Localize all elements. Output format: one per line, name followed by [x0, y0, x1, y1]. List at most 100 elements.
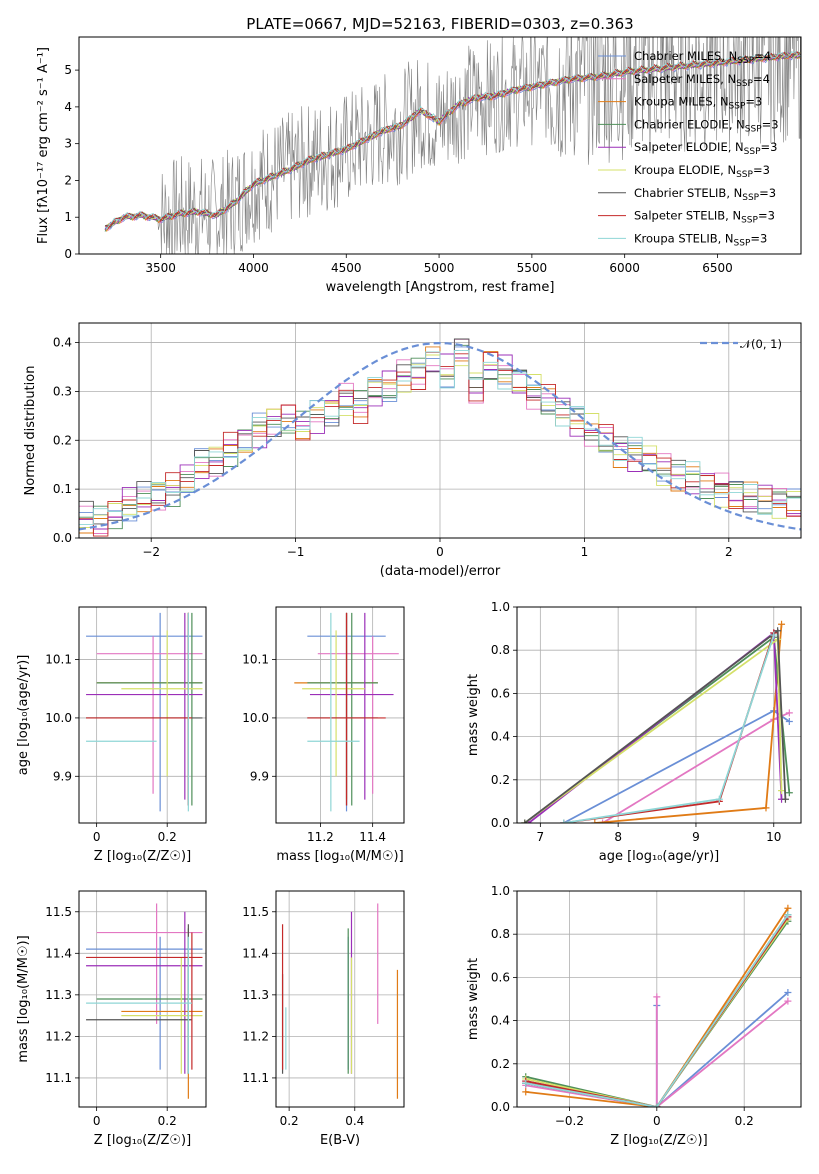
- weight-marker: [781, 795, 789, 803]
- y-axis-label: Normed distribution: [23, 366, 38, 496]
- axes-frame: [78, 606, 207, 824]
- y-tick-label: 11.3: [242, 988, 269, 1002]
- weight-marker: [653, 1103, 661, 1107]
- weight-marker: [784, 997, 792, 1005]
- weight-marker: [778, 620, 786, 628]
- weight-marker: [599, 819, 607, 823]
- axes-frame: [516, 606, 802, 824]
- y-tick-label: 5: [64, 63, 72, 77]
- weight-line: [563, 634, 775, 823]
- x-tick-label: 0.2: [158, 830, 177, 844]
- figure-title: PLATE=0667, MJD=52163, FIBERID=0303, z=0…: [246, 15, 633, 33]
- model-spectrum: [104, 51, 801, 229]
- x-axis-label: age [log₁₀(age/yr)]: [599, 849, 720, 864]
- legend-entry: Salpeter MILES, NSSP=4: [634, 72, 770, 89]
- weight-line: [525, 914, 789, 1107]
- x-tick-label: 11.2: [307, 830, 334, 844]
- plot-area-age-vs-mass: [294, 612, 399, 812]
- panel-spectrum: 3500 4000 4500 5000 5500 6000 6500 0 1 2 3 4 5 wavele…: [36, 36, 802, 295]
- x-tick-label: 3500: [145, 261, 176, 275]
- legend-entry: 𝒩(0, 1): [740, 337, 782, 351]
- x-tick-label: 0.2: [158, 1114, 177, 1128]
- axes-frame: [516, 890, 802, 1108]
- weight-marker: [715, 795, 723, 803]
- axes-frame: [78, 890, 207, 1108]
- y-tick-label: 0.0: [53, 531, 72, 545]
- weight-marker: [591, 819, 599, 823]
- y-tick-label: 0.1: [53, 482, 72, 496]
- x-axis-label: Z [log₁₀(Z/Z☉)]: [94, 849, 191, 864]
- legend-entry: Salpeter ELODIE, NSSP=3: [634, 140, 777, 157]
- y-axis-label: mass [log₁₀(M/M☉)]: [16, 935, 31, 1062]
- x-tick-label: 7: [537, 830, 545, 844]
- weight-marker: [778, 787, 786, 795]
- y-tick-label: 11.4: [45, 946, 72, 960]
- plot-area-massweight-vs-age: [521, 620, 793, 823]
- legend-entry: Kroupa ELODIE, NSSP=3: [634, 163, 770, 180]
- weight-marker: [784, 911, 792, 919]
- axes-frame: [78, 36, 802, 255]
- weight-marker: [521, 819, 529, 823]
- x-tick-label: 5500: [517, 261, 548, 275]
- y-tick-label: 3: [64, 137, 72, 151]
- y-tick-label: 1.0: [491, 884, 510, 898]
- x-tick-label: 0.2: [735, 1114, 754, 1128]
- x-tick-label: −0.2: [555, 1114, 584, 1128]
- y-tick-label: 0.2: [491, 773, 510, 787]
- y-tick-label: 0.2: [491, 1057, 510, 1071]
- weight-marker: [784, 989, 792, 997]
- x-tick-label: −2: [142, 545, 160, 559]
- panel-massweight-vs-Z: −0.2 0 0.2 0.0 0.2 0.4 0.6 0.8 1.0 Z [log₁₀(Z/Z☉)…: [466, 884, 802, 1148]
- y-axis-label: age [log₁₀(age/yr)]: [16, 655, 31, 776]
- y-tick-label: 10.0: [242, 711, 269, 725]
- y-tick-label: 11.1: [45, 1071, 72, 1085]
- x-tick-label: −1: [287, 545, 305, 559]
- x-tick-label: 0: [93, 1114, 101, 1128]
- weight-line: [524, 637, 783, 823]
- panel-age-vs-Z: 0 0.2 9.9 10.0 10.1 Z [log₁₀(Z/Z☉)] age [log₁₀…: [16, 606, 207, 864]
- y-tick-label: 11.5: [45, 905, 72, 919]
- panel-mass-vs-Z: 0 0.2 11.1 11.2 11.3 11.4 11.5 Z [log₁₀(Z/Z☉)] m…: [16, 890, 207, 1148]
- plot-area-residuals: [79, 338, 801, 537]
- x-axis-label: wavelength [Angstrom, rest frame]: [326, 280, 555, 295]
- y-tick-label: 0: [64, 247, 72, 261]
- y-tick-label: 1.0: [491, 600, 510, 614]
- weight-marker: [762, 804, 770, 812]
- axes-frame: [78, 322, 802, 539]
- weight-marker: [785, 709, 793, 717]
- y-tick-label: 4: [64, 100, 72, 114]
- y-tick-label: 0.8: [491, 927, 510, 941]
- y-axis-label: Flux [fλ10⁻¹⁷ erg cm⁻² s⁻¹ A⁻¹]: [36, 47, 51, 244]
- y-tick-label: 0.8: [491, 643, 510, 657]
- panel-residuals: −2 −1 0 1 2 0.0 0.1 0.2 0.3 0.4 (data-model)/error…: [23, 322, 802, 579]
- y-tick-label: 9.9: [53, 769, 72, 783]
- panel-mass-vs-EBV: 0.2 0.4 11.1 11.2 11.3 11.4 11.5 E(B-V): [242, 890, 405, 1148]
- y-tick-label: 9.9: [250, 769, 269, 783]
- x-axis-label: E(B-V): [320, 1133, 360, 1148]
- x-axis-label: Z [log₁₀(Z/Z☉)]: [94, 1133, 191, 1148]
- x-axis-label: Z [log₁₀(Z/Z☉)]: [610, 1133, 707, 1148]
- observed-spectrum: [156, 37, 801, 254]
- legend-entry: Chabrier MILES, NSSP=4: [634, 49, 771, 66]
- y-tick-label: 10.1: [45, 653, 72, 667]
- y-tick-label: 0.2: [53, 433, 72, 447]
- x-tick-label: 0.2: [280, 1114, 299, 1128]
- y-tick-label: 11.4: [242, 946, 269, 960]
- x-tick-label: 8: [614, 830, 622, 844]
- x-tick-label: 0: [436, 545, 444, 559]
- y-tick-label: 0.4: [491, 730, 510, 744]
- weight-marker: [560, 819, 568, 823]
- y-tick-label: 11.2: [45, 1029, 72, 1043]
- x-axis-label: mass [log₁₀(M/M☉)]: [276, 849, 403, 864]
- weight-marker: [785, 789, 793, 797]
- x-tick-label: 6500: [702, 261, 733, 275]
- x-tick-label: 0: [93, 830, 101, 844]
- weight-line: [594, 624, 783, 823]
- y-tick-label: 0.4: [491, 1014, 510, 1028]
- residual-histogram: [79, 349, 801, 526]
- panel-age-vs-mass: 11.2 11.4 9.9 10.0 10.1 mass [log₁₀(M/M☉)]: [242, 606, 405, 864]
- y-tick-label: 2: [64, 173, 72, 187]
- x-tick-label: 6000: [609, 261, 640, 275]
- x-tick-label: 4000: [238, 261, 269, 275]
